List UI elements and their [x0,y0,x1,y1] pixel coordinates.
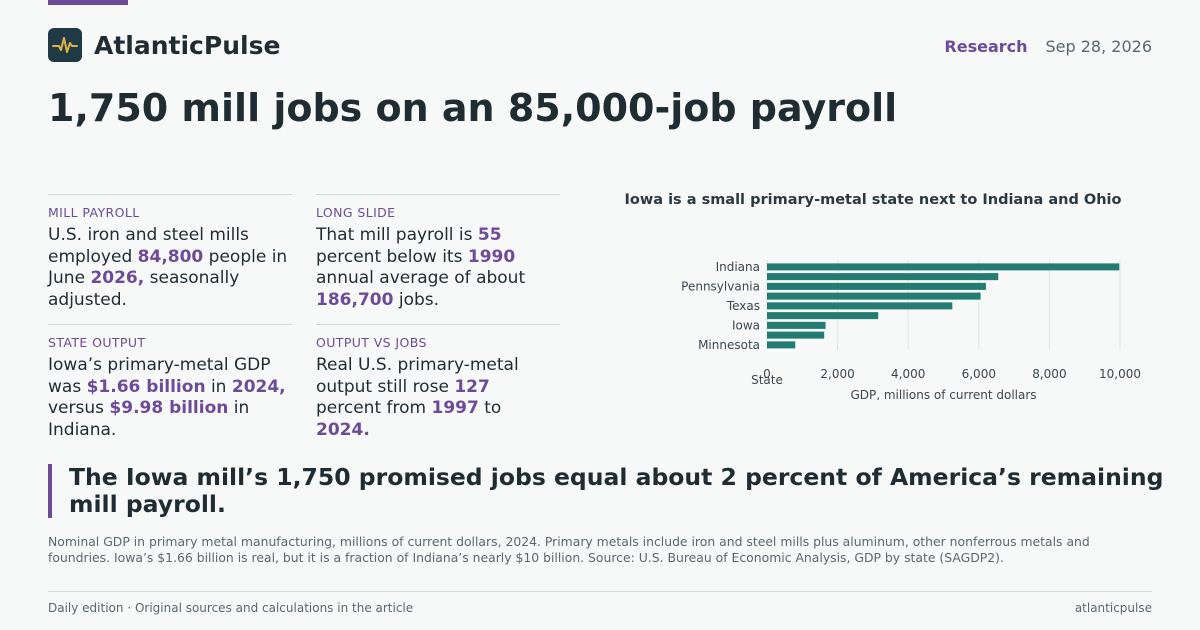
stat-highlight: $1.66 billion [86,376,206,397]
pulse-logo-icon [48,28,82,62]
footer: Daily edition · Original sources and cal… [48,591,1152,615]
y-tick-label: Iowa [732,318,760,332]
x-tick-label: 4,000 [891,367,925,381]
stat-card-state-output: STATE OUTPUT Iowa’s primary-metal GDP wa… [48,324,292,441]
pull-quote: The Iowa mill’s 1,750 promised jobs equa… [48,464,1173,518]
x-tick-label: 2,000 [820,367,854,381]
pull-quote-text: The Iowa mill’s 1,750 promised jobs equa… [69,463,1164,518]
y-tick-label: Pennsylvania [681,279,760,293]
stat-text-run: seasonally adjusted. [48,268,240,310]
stat-text: U.S. iron and steel mills employed 84,80… [48,225,292,311]
stat-text-run: in [205,376,232,397]
bar-chart: Indiana Pennsylvania Texas Iowa Minnesota 0 2,… [681,260,1141,400]
stat-text-run: That mill payroll is [316,225,478,245]
stat-text-run: Iowa’s primary-metal GDP was [48,355,271,397]
y-tick-label: Texas [726,299,760,313]
stat-card-mill-payroll: MILL PAYROLL U.S. iron and steel mills e… [48,194,292,311]
stat-label: LONG SLIDE [316,205,396,220]
stat-text-run: U.S. iron and steel mills employed [48,225,249,267]
stat-label: STATE OUTPUT [48,335,146,350]
bar [767,331,825,339]
stat-text-run: percent below its [316,246,468,267]
stat-highlight: 186,700 [316,289,394,310]
x-axis-label: GDP, millions of current dollars [850,388,1036,400]
stat-text-run: annual average of about [316,268,526,288]
chart-caption: Nominal GDP in primary metal manufacturi… [48,534,1090,565]
bar [767,273,999,281]
y-axis-label: State [751,373,783,387]
stat-text-run: percent from [316,398,432,418]
stat-text: That mill payroll is 55 percent below it… [316,225,560,311]
x-tick-label: 8,000 [1032,367,1066,381]
bar [767,302,953,310]
bar [767,263,1120,271]
y-tick-label: Minnesota [698,338,760,352]
footer-site[interactable]: atlanticpulse [1074,601,1152,615]
stat-card-long-slide: LONG SLIDE That mill payroll is 55 perce… [316,194,560,311]
stat-highlight: 84,800 [137,246,204,267]
bar [767,282,986,290]
stat-text-run: Real U.S. primary-metal output still ros… [316,355,519,397]
bar [767,321,826,329]
bar [767,312,879,320]
stat-highlight: 2024. [316,419,370,440]
stat-text-run: in Indiana. [48,398,250,440]
stat-text: Iowa’s primary-metal GDP was $1.66 billi… [48,355,292,441]
header-meta: Research Sep 28, 2026 [944,37,1152,56]
stat-highlight: 127 [454,376,490,397]
stat-text-run: jobs. [393,289,440,310]
section-link[interactable]: Research [944,37,1028,56]
headline: 1,750 mill jobs on an 85,000-job payroll [48,86,898,130]
footer-note: Daily edition · Original sources and cal… [48,601,414,615]
stat-highlight: 55 [477,225,502,245]
bar [767,341,796,349]
stat-highlight: 1990 [467,246,516,267]
bar [767,292,981,300]
x-tick-label: 10,000 [1099,367,1141,381]
stat-highlight: 1997 [431,398,479,418]
chart-title: Iowa is a small primary-metal state next… [624,192,1122,208]
accent-bar [48,0,128,5]
x-tick-label: 0 [763,367,771,381]
stat-text: Real U.S. primary-metal output still ros… [316,355,560,441]
stat-card-output-vs-jobs: OUTPUT VS JOBS Real U.S. primary-metal o… [316,324,560,441]
stat-highlight: 2024, [231,376,286,397]
stat-highlight: $9.98 billion [109,398,229,418]
stat-highlight: 2026, [90,268,145,288]
stat-label: MILL PAYROLL [48,205,140,220]
brand-name: AtlanticPulse [94,30,281,60]
brand[interactable]: AtlanticPulse [48,28,280,62]
stat-label: OUTPUT VS JOBS [316,335,427,350]
stat-text-run: to [478,398,502,418]
y-tick-label: Indiana [716,260,760,274]
publish-date: Sep 28, 2026 [1045,37,1153,56]
x-tick-label: 6,000 [962,367,996,381]
stat-text-run: versus [48,398,110,418]
stat-text-run: people in June [48,246,288,289]
